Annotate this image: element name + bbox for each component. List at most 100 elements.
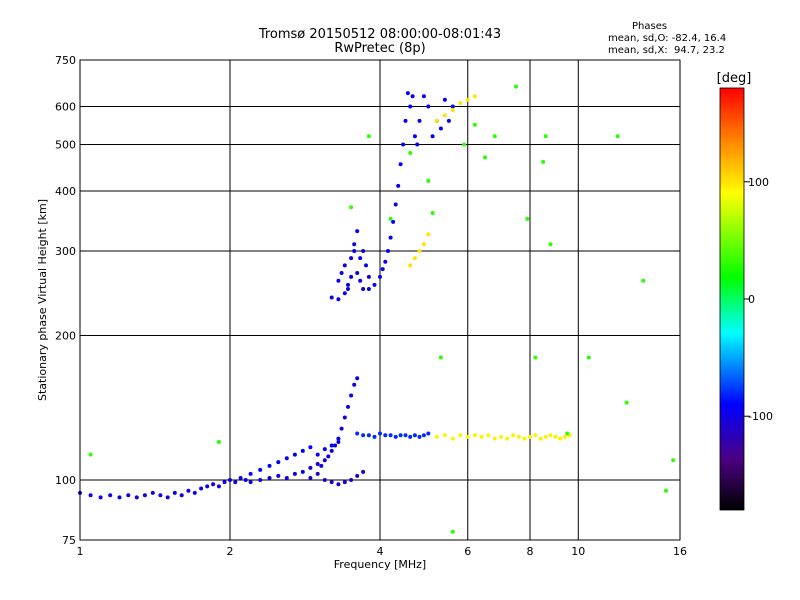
data-point (205, 484, 210, 489)
data-point (300, 448, 305, 453)
data-point (292, 471, 297, 476)
data-point (442, 433, 447, 438)
data-point (243, 478, 248, 482)
data-point (472, 94, 477, 99)
data-point (393, 434, 398, 439)
data-point (355, 376, 360, 381)
x-tick-label: 6 (464, 545, 471, 558)
data-point (222, 480, 227, 485)
x-tick-label: 16 (673, 545, 687, 558)
data-point (358, 256, 363, 261)
colorbar-tick-label: 0 (748, 293, 755, 306)
y-tick-label: 75 (62, 534, 76, 547)
data-point (388, 433, 393, 438)
colorbar (719, 87, 745, 511)
data-point (479, 434, 484, 439)
data-point (664, 488, 668, 493)
data-point (499, 434, 504, 439)
data-point (329, 480, 334, 485)
data-point (641, 278, 646, 283)
data-point (336, 436, 341, 441)
data-point (349, 393, 354, 398)
y-tick-label: 500 (55, 139, 76, 152)
data-point (465, 97, 470, 102)
data-point (364, 263, 368, 268)
data-point (525, 216, 530, 221)
series-0 (78, 376, 360, 500)
phases-heading: Phases (632, 21, 668, 32)
data-point (412, 134, 417, 139)
data-point (472, 122, 477, 127)
data-point (361, 433, 366, 438)
data-point (378, 431, 382, 436)
data-point (88, 452, 93, 457)
data-point (233, 480, 238, 485)
series-6 (336, 242, 371, 291)
data-point (108, 493, 113, 498)
data-point (388, 216, 393, 221)
data-point (417, 434, 422, 439)
data-point (533, 355, 538, 360)
data-point (442, 113, 447, 118)
x-tick-label: 4 (377, 545, 384, 558)
series-8 (88, 84, 676, 534)
data-point (186, 488, 191, 493)
data-point (548, 433, 553, 438)
data-point (315, 462, 320, 466)
data-point (505, 436, 510, 441)
data-point (98, 495, 103, 500)
data-point (388, 235, 393, 240)
data-point (355, 229, 360, 234)
data-point (421, 433, 426, 438)
data-point (346, 287, 350, 291)
y-tick-label: 750 (55, 54, 76, 67)
x-tick-label: 1 (77, 545, 84, 558)
data-point (300, 469, 305, 474)
data-point (393, 202, 398, 207)
series-1 (248, 436, 341, 476)
data-point (533, 433, 538, 438)
data-point (158, 493, 163, 498)
data-point (417, 249, 422, 253)
data-point (434, 118, 439, 123)
data-point (450, 436, 455, 441)
data-point (401, 142, 406, 147)
x-tick-label: 10 (571, 545, 585, 558)
data-point (430, 134, 435, 139)
data-point (308, 445, 313, 450)
y-axis-label: Stationary phase Virtual Height [km] (36, 199, 49, 401)
data-point (336, 440, 341, 444)
data-point (426, 431, 431, 436)
data-point (426, 104, 431, 109)
data-point (624, 400, 629, 405)
data-point (383, 433, 388, 438)
data-point (671, 458, 676, 463)
data-point (352, 242, 357, 247)
data-point (284, 476, 289, 480)
data-point (355, 271, 360, 275)
data-point (372, 282, 377, 287)
data-point (339, 426, 344, 431)
data-point (319, 463, 324, 468)
data-point (434, 434, 439, 439)
data-point (565, 431, 570, 436)
data-point (492, 436, 497, 441)
data-point (492, 134, 497, 139)
data-point (192, 490, 197, 495)
data-point (361, 249, 366, 253)
data-point (336, 482, 341, 487)
data-point (408, 151, 413, 155)
data-point (315, 452, 320, 457)
data-point (366, 287, 371, 291)
series-7 (408, 94, 477, 268)
data-point (349, 256, 354, 261)
data-point (342, 480, 347, 485)
x-tick-label: 8 (527, 545, 534, 558)
data-point (421, 242, 426, 247)
data-point (352, 249, 357, 253)
data-point (615, 134, 620, 139)
data-point (329, 443, 334, 448)
data-point (378, 274, 382, 279)
data-point (553, 434, 558, 439)
data-point (346, 282, 350, 287)
